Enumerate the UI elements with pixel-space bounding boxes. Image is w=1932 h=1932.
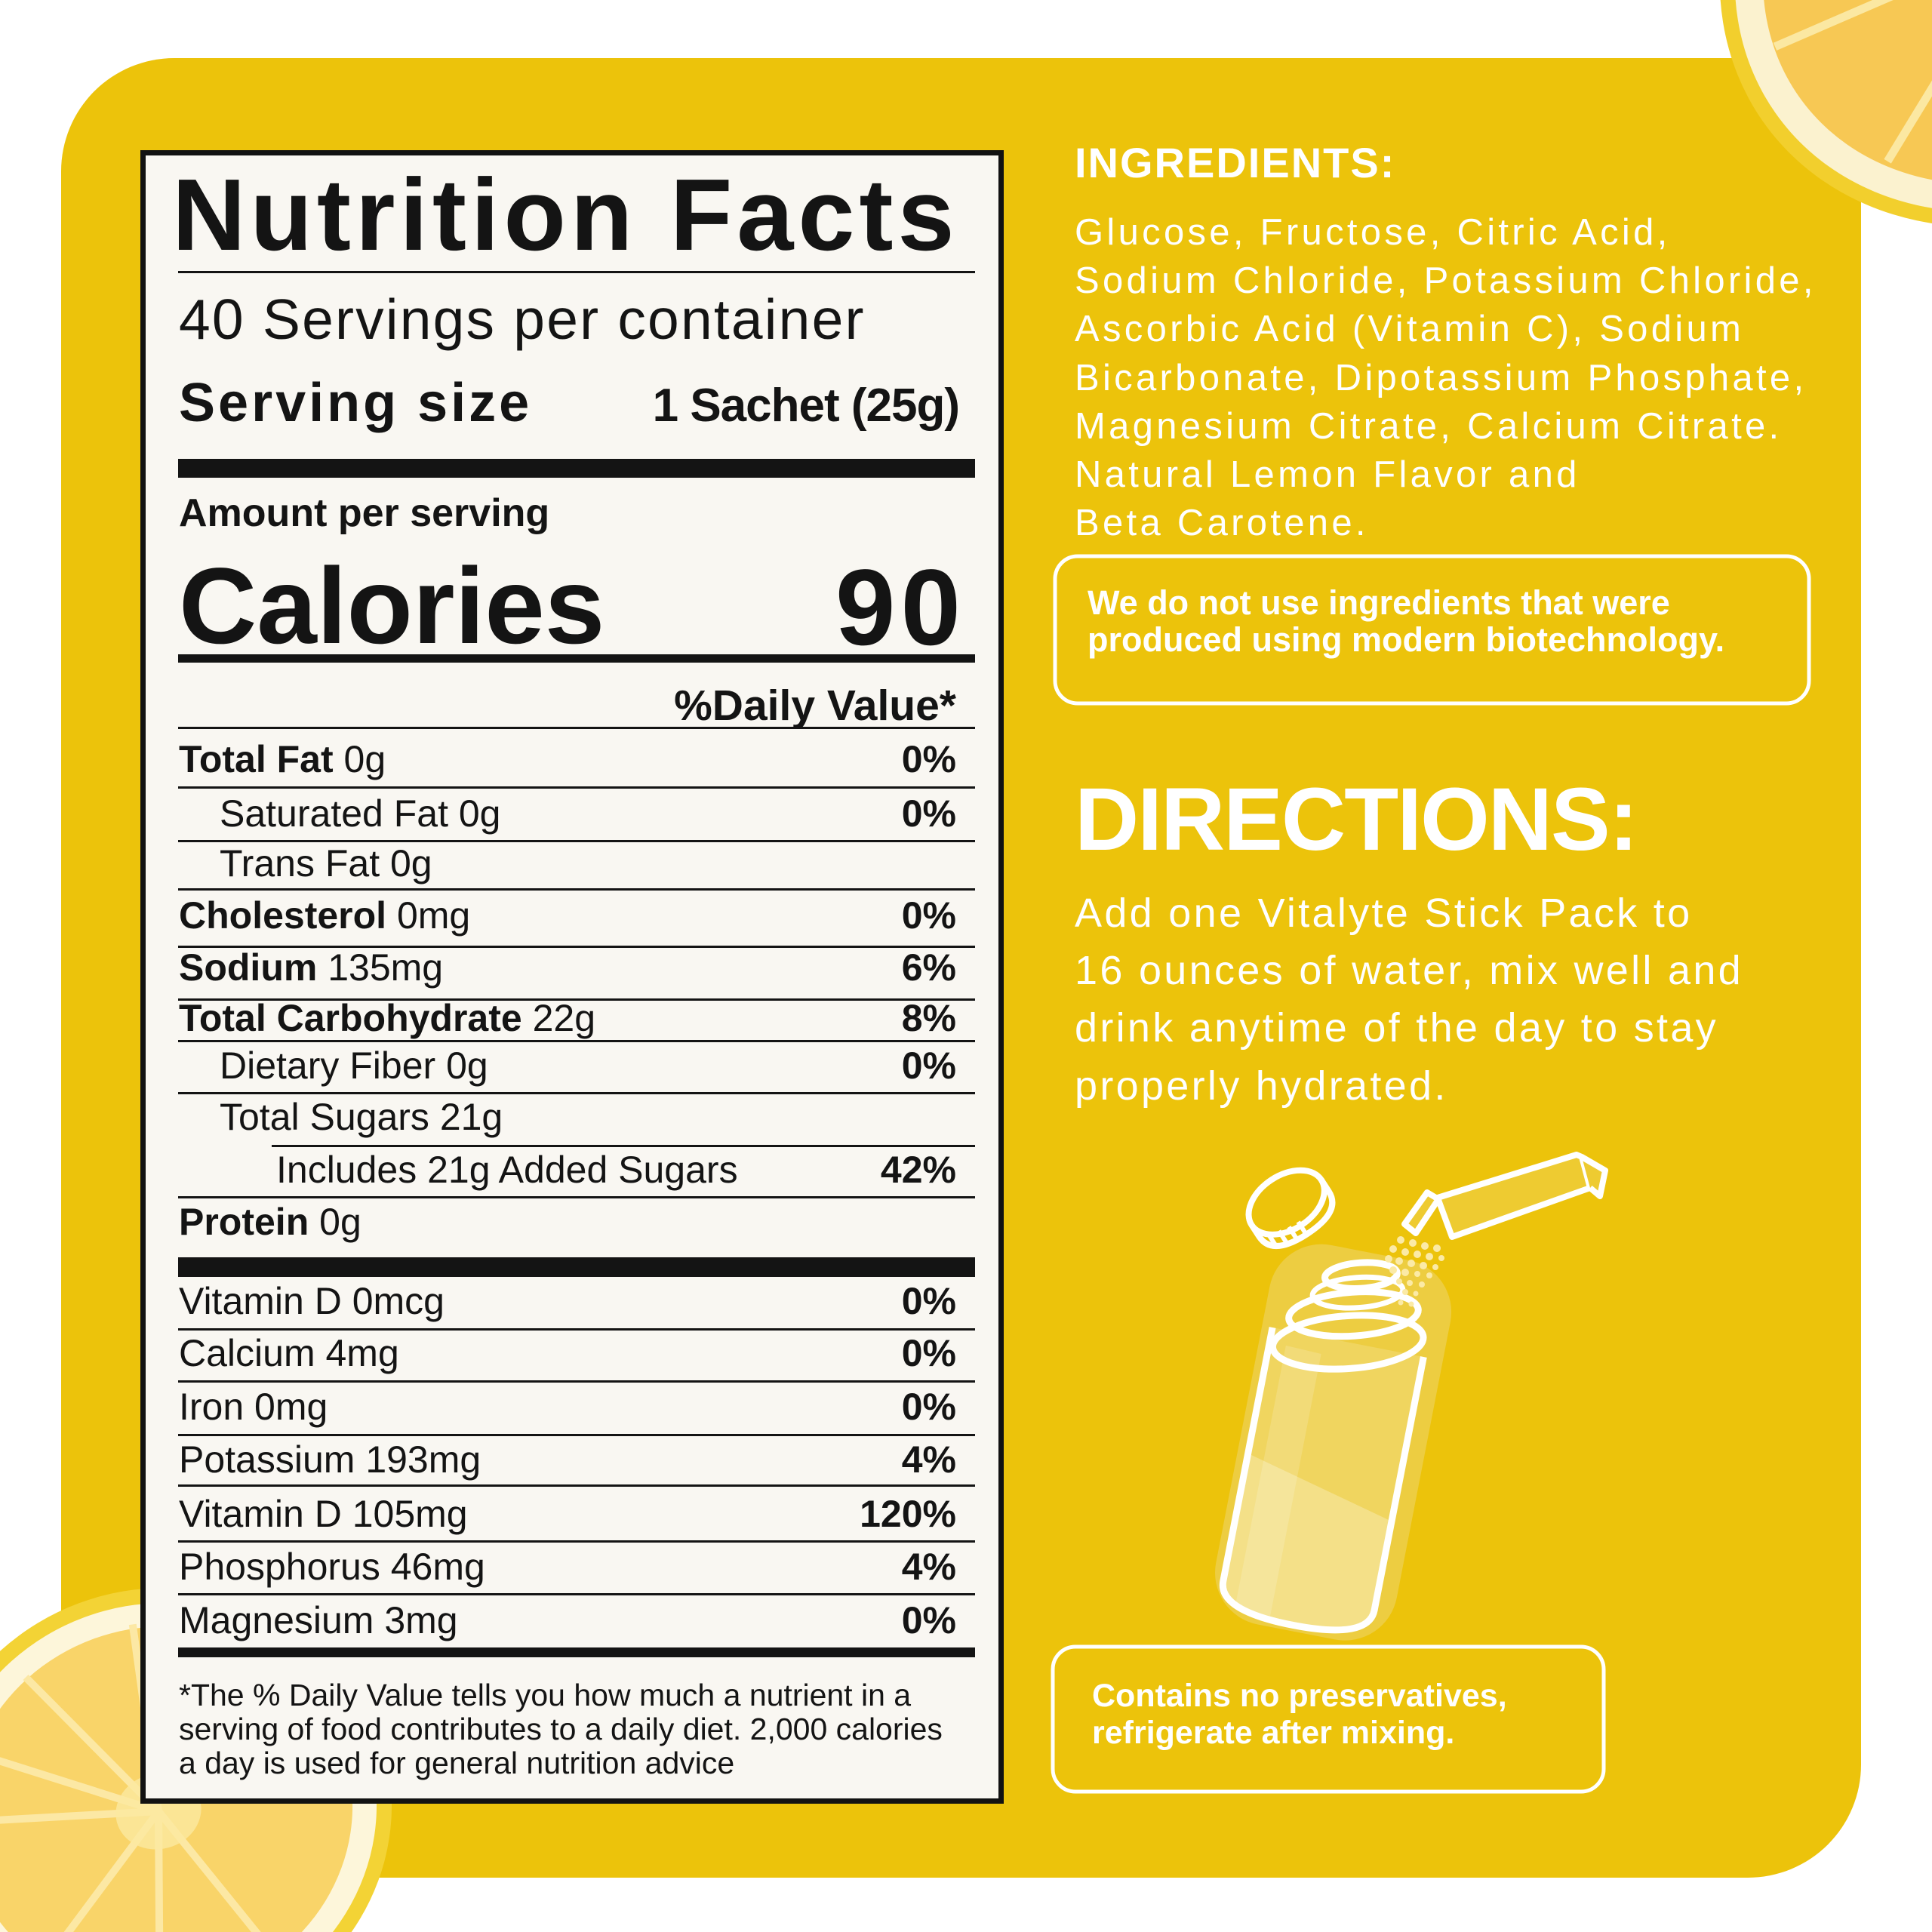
svg-text:0%: 0% <box>902 1332 956 1374</box>
svg-text:Calories: Calories <box>179 546 605 666</box>
svg-text:Calcium 4mg: Calcium 4mg <box>179 1332 399 1374</box>
svg-text:0%: 0% <box>902 792 956 835</box>
svg-text:Beta Carotene.: Beta Carotene. <box>1075 503 1369 543</box>
svg-text:Includes 21g Added Sugars: Includes 21g Added Sugars <box>276 1149 738 1191</box>
svg-text:Amount per serving: Amount per serving <box>179 491 549 535</box>
svg-text:Bicarbonate, Dipotassium Phosp: Bicarbonate, Dipotassium Phosphate, <box>1075 358 1807 398</box>
svg-text:Protein 0g: Protein 0g <box>179 1201 361 1243</box>
svg-text:Dietary Fiber 0g: Dietary Fiber 0g <box>220 1044 488 1087</box>
svg-text:Saturated Fat 0g: Saturated Fat 0g <box>220 792 500 835</box>
svg-text:1 Sachet (25g): 1 Sachet (25g) <box>653 380 959 432</box>
svg-text:produced using modern biotechn: produced using modern biotechnology. <box>1088 620 1724 659</box>
svg-text:6%: 6% <box>902 946 956 989</box>
svg-text:Natural Lemon Flavor and: Natural Lemon Flavor and <box>1075 454 1580 495</box>
svg-text:Ascorbic Acid (Vitamin C), Sod: Ascorbic Acid (Vitamin C), Sodium <box>1075 309 1744 349</box>
svg-text:0%: 0% <box>902 1386 956 1428</box>
svg-text:Trans Fat 0g: Trans Fat 0g <box>220 842 432 884</box>
svg-text:8%: 8% <box>902 997 956 1039</box>
svg-text:INGREDIENTS:: INGREDIENTS: <box>1075 139 1395 186</box>
svg-text:Nutrition Facts: Nutrition Facts <box>172 158 959 272</box>
svg-text:DIRECTIONS:: DIRECTIONS: <box>1075 770 1637 869</box>
svg-text:4%: 4% <box>902 1438 956 1481</box>
svg-text:90: 90 <box>835 548 966 668</box>
svg-text:Sodium 135mg: Sodium 135mg <box>179 946 443 989</box>
svg-text:Total Fat 0g: Total Fat 0g <box>179 738 386 780</box>
svg-text:properly hydrated.: properly hydrated. <box>1075 1063 1448 1109</box>
svg-text:0%: 0% <box>902 738 956 780</box>
svg-text:0%: 0% <box>902 1599 956 1641</box>
svg-text:4%: 4% <box>902 1546 956 1588</box>
svg-text:16 ounces of water, mix well a: 16 ounces of water, mix well and <box>1075 948 1743 993</box>
svg-text:120%: 120% <box>860 1493 956 1535</box>
svg-text:Vitamin D 105mg: Vitamin D 105mg <box>179 1493 468 1535</box>
svg-text:drink anytime of the day to st: drink anytime of the day to stay <box>1075 1005 1718 1051</box>
svg-text:Contains no preservatives,: Contains no preservatives, <box>1092 1678 1507 1714</box>
svg-text:Vitamin D 0mcg: Vitamin D 0mcg <box>179 1280 445 1322</box>
svg-text:0%: 0% <box>902 894 956 937</box>
svg-text:serving of food contributes to: serving of food contributes to a daily d… <box>179 1712 943 1746</box>
svg-text:*The % Daily Value tells you h: *The % Daily Value tells you how much a … <box>179 1678 911 1712</box>
svg-text:Glucose, Fructose, Citric Acid: Glucose, Fructose, Citric Acid, <box>1075 212 1671 253</box>
svg-text:refrigerate after mixing.: refrigerate after mixing. <box>1092 1715 1454 1751</box>
svg-text:Magnesium 3mg: Magnesium 3mg <box>179 1599 458 1641</box>
svg-text:42%: 42% <box>881 1149 956 1191</box>
svg-text:We do not use ingredients that: We do not use ingredients that were <box>1088 583 1670 622</box>
svg-text:Iron 0mg: Iron 0mg <box>179 1386 328 1428</box>
svg-text:Serving size: Serving size <box>179 373 532 433</box>
svg-text:Total Sugars 21g: Total Sugars 21g <box>220 1096 503 1138</box>
svg-text:a day is used for general nutr: a day is used for general nutrition advi… <box>179 1746 734 1780</box>
svg-text:Potassium 193mg: Potassium 193mg <box>179 1438 481 1481</box>
svg-text:Add one Vitalyte Stick Pack to: Add one Vitalyte Stick Pack to <box>1075 891 1692 936</box>
svg-text:Phosphorus 46mg: Phosphorus 46mg <box>179 1546 485 1588</box>
svg-text:Magnesium Citrate, Calcium Cit: Magnesium Citrate, Calcium Citrate. <box>1075 406 1782 447</box>
svg-text:Total Carbohydrate 22g: Total Carbohydrate 22g <box>179 997 595 1039</box>
svg-text:%Daily Value*: %Daily Value* <box>674 681 957 730</box>
svg-text:0%: 0% <box>902 1280 956 1322</box>
svg-text:40 Servings per container: 40 Servings per container <box>179 288 866 351</box>
svg-text:Sodium Chloride, Potassium Chl: Sodium Chloride, Potassium Chloride, <box>1075 260 1817 301</box>
svg-text:Cholesterol 0mg: Cholesterol 0mg <box>179 894 470 937</box>
svg-text:0%: 0% <box>902 1044 956 1087</box>
